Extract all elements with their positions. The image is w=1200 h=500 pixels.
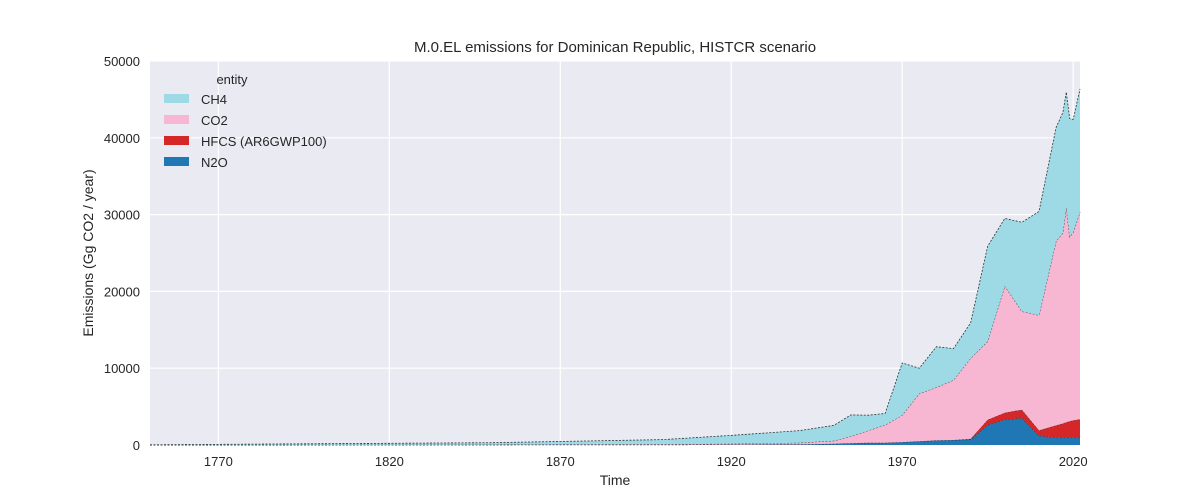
x-axis-label: Time (600, 472, 631, 488)
area-n2o (150, 418, 1080, 445)
boundary-ch4 (149, 88, 1081, 446)
x-axis-ticks: 1770 1820 1870 1920 1970 2020 (204, 454, 1088, 469)
y-axis-ticks: 0 10000 20000 30000 40000 50000 (104, 54, 140, 453)
y-tick-label: 40000 (104, 131, 140, 146)
legend: entity CH4 CO2 HFCS (AR6GWP100) N2O (164, 72, 327, 170)
y-tick-label: 50000 (104, 54, 140, 69)
legend-swatch-ch4 (164, 94, 189, 103)
legend-label-ch4: CH4 (201, 92, 227, 107)
legend-swatch-co2 (164, 115, 189, 124)
y-tick-label: 30000 (104, 208, 140, 223)
legend-label-co2: CO2 (201, 113, 228, 128)
x-tick-label: 2020 (1059, 454, 1088, 469)
x-tick-label: 1970 (888, 454, 917, 469)
y-tick-label: 20000 (104, 284, 140, 299)
legend-label-n2o: N2O (201, 155, 228, 170)
legend-swatch-n2o (164, 157, 189, 166)
y-axis-label: Emissions (Gg CO2 / year) (80, 169, 96, 336)
stacked-areas (149, 88, 1081, 446)
y-tick-label: 0 (133, 438, 140, 453)
legend-title: entity (216, 72, 248, 87)
y-tick-label: 10000 (104, 361, 140, 376)
chart-title: M.0.EL emissions for Dominican Republic,… (414, 39, 816, 56)
legend-swatch-hfcs-ar6gwp100 (164, 136, 189, 145)
x-tick-label: 1920 (717, 454, 746, 469)
x-tick-label: 1820 (375, 454, 404, 469)
legend-label-hfcs-ar6gwp100: HFCS (AR6GWP100) (201, 134, 327, 149)
x-tick-label: 1770 (204, 454, 233, 469)
x-tick-label: 1870 (546, 454, 575, 469)
